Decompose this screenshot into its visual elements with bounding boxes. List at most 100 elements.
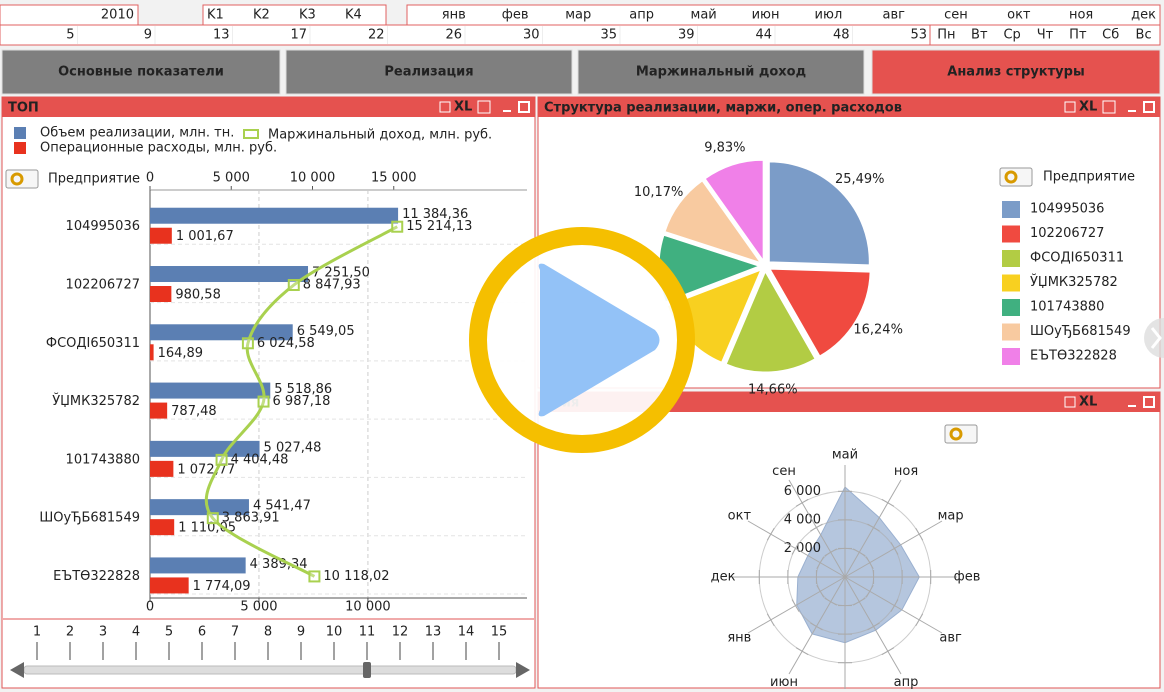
tab-label[interactable]: Основные показатели xyxy=(58,65,224,80)
sum-icon[interactable] xyxy=(477,100,491,114)
week[interactable]: 5 xyxy=(66,28,74,43)
week[interactable]: 35 xyxy=(600,28,617,43)
quarter[interactable]: K2 xyxy=(253,8,270,23)
slider-label[interactable]: 14 xyxy=(458,625,475,640)
month[interactable]: июн xyxy=(752,8,780,23)
pie-slice xyxy=(769,268,871,357)
tab[interactable] xyxy=(871,49,1161,95)
maximize-icon[interactable] xyxy=(1143,101,1155,113)
month[interactable]: июл xyxy=(815,8,843,23)
month[interactable]: мар xyxy=(565,8,591,23)
minimize-icon[interactable] xyxy=(503,110,511,112)
month[interactable]: окт xyxy=(1007,8,1031,23)
week[interactable]: 9 xyxy=(144,28,152,43)
cycle-icon-glyph xyxy=(949,427,963,441)
next-chevron[interactable] xyxy=(1150,327,1162,349)
month[interactable]: май xyxy=(691,8,717,23)
legend-label: ФСОДІ650311 xyxy=(1030,251,1124,266)
tab[interactable] xyxy=(577,49,865,95)
weekday[interactable]: Вс xyxy=(1136,28,1152,43)
week[interactable]: 39 xyxy=(678,28,695,43)
panel-title: ТОП xyxy=(8,101,39,116)
week[interactable]: 26 xyxy=(445,28,462,43)
bar xyxy=(150,519,175,536)
legend-swatch xyxy=(1002,225,1020,243)
slider-label[interactable]: 3 xyxy=(99,625,107,640)
week[interactable]: 13 xyxy=(213,28,230,43)
slider-label[interactable]: 7 xyxy=(231,625,239,640)
slider-label[interactable]: 8 xyxy=(264,625,272,640)
tab-label[interactable]: Реализация xyxy=(384,65,473,80)
week[interactable]: 44 xyxy=(755,28,772,43)
slider-label[interactable]: 4 xyxy=(132,625,140,640)
slider-arrow-right[interactable] xyxy=(516,662,530,678)
xl-icon[interactable]: XL xyxy=(1079,395,1097,410)
slider-label[interactable]: 11 xyxy=(359,625,376,640)
month[interactable]: авг xyxy=(883,8,906,23)
weekday[interactable]: Ср xyxy=(1003,28,1020,43)
print-icon[interactable] xyxy=(1064,101,1076,113)
month[interactable]: янв xyxy=(442,8,466,23)
weekday[interactable]: Пт xyxy=(1069,28,1087,43)
week[interactable]: 48 xyxy=(833,28,850,43)
slider-track[interactable] xyxy=(23,665,517,675)
bar xyxy=(150,266,309,283)
print-icon[interactable] xyxy=(1064,396,1076,408)
slider-label[interactable]: 1 xyxy=(33,625,41,640)
xl-icon[interactable]: XL xyxy=(1079,100,1097,115)
slider-label[interactable]: 10 xyxy=(326,625,343,640)
weekday[interactable]: Вт xyxy=(971,28,988,43)
week[interactable]: 17 xyxy=(290,28,307,43)
slider-arrow-left[interactable] xyxy=(10,662,24,678)
minimize-icon[interactable] xyxy=(1128,110,1136,112)
radar-spoke xyxy=(747,576,846,634)
tab[interactable] xyxy=(285,49,573,95)
month[interactable]: сен xyxy=(944,8,968,23)
maximize-icon[interactable] xyxy=(518,101,530,113)
weekday[interactable]: Чт xyxy=(1037,28,1054,43)
data-label: 11 384,36 xyxy=(402,207,468,222)
quarter[interactable]: K3 xyxy=(299,8,316,23)
tab-label[interactable]: Анализ структуры xyxy=(947,65,1084,80)
slider-label[interactable]: 5 xyxy=(165,625,173,640)
month[interactable]: дек xyxy=(1131,8,1156,23)
month[interactable]: апр xyxy=(629,8,654,23)
legend-swatch xyxy=(14,142,26,154)
slider-label[interactable]: 9 xyxy=(297,625,305,640)
quarter[interactable]: K1 xyxy=(207,8,224,23)
print-icon[interactable] xyxy=(439,101,451,113)
week[interactable]: 30 xyxy=(523,28,540,43)
line-marker xyxy=(257,395,270,408)
maximize-icon[interactable] xyxy=(1143,396,1155,408)
slider-thumb[interactable] xyxy=(363,662,371,678)
week[interactable]: 22 xyxy=(368,28,385,43)
weekday[interactable]: Сб xyxy=(1102,28,1119,43)
sum-icon[interactable] xyxy=(1102,100,1116,114)
weekday[interactable]: Пн xyxy=(937,28,955,43)
legend-swatch xyxy=(14,127,26,139)
xl-icon[interactable]: XL xyxy=(454,100,472,115)
play-icon[interactable] xyxy=(538,263,660,417)
slider-label[interactable]: 6 xyxy=(198,625,206,640)
legend-swatch xyxy=(1002,201,1020,218)
x2-tick-label: 15 000 xyxy=(371,171,417,186)
slider-label[interactable]: 12 xyxy=(392,625,409,640)
minimize-icon[interactable] xyxy=(1128,405,1136,407)
line-marker xyxy=(287,279,300,292)
next-button[interactable] xyxy=(1144,318,1164,358)
slider-label[interactable]: 13 xyxy=(425,625,442,640)
pie-slice xyxy=(768,161,870,266)
legend-label: 102206727 xyxy=(1030,226,1104,241)
year[interactable]: 2010 xyxy=(101,8,134,23)
week[interactable]: 53 xyxy=(910,28,927,43)
legend-label: Маржинальный доход, млн. руб. xyxy=(268,128,492,143)
month[interactable]: ноя xyxy=(1069,8,1093,23)
month[interactable]: фев xyxy=(502,8,529,23)
slider-label[interactable]: 2 xyxy=(66,625,74,640)
slider-label[interactable]: 15 xyxy=(491,625,508,640)
quarter[interactable]: K4 xyxy=(345,8,362,23)
tab[interactable] xyxy=(1,49,281,95)
tab-label[interactable]: Маржинальный доход xyxy=(636,65,806,80)
data-label: 4 541,47 xyxy=(253,499,311,514)
legend-label: Объем реализации, млн. тн. xyxy=(40,126,234,141)
